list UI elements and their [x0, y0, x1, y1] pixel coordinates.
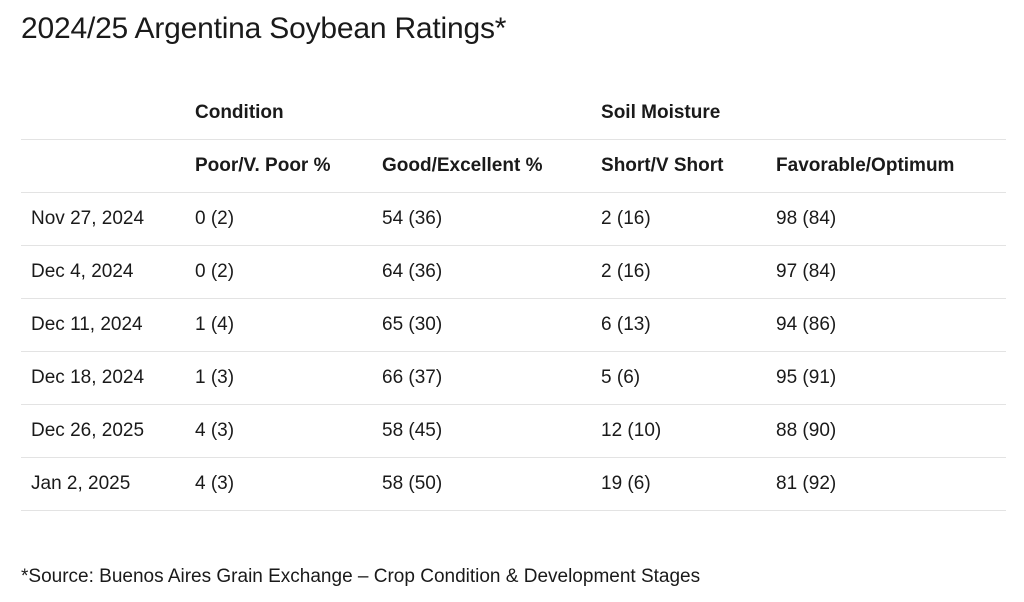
group-header-empty	[21, 87, 195, 140]
group-header-row: Condition Soil Moisture	[21, 87, 1007, 140]
date-cell: Dec 11, 2024	[21, 298, 195, 352]
good-cell: 65 (30)	[382, 298, 602, 352]
table-row: Dec 11, 2024 1 (4) 65 (30) 6 (13) 94 (86…	[21, 298, 1007, 352]
short-cell: 6 (13)	[601, 298, 777, 352]
column-header-poor: Poor/V. Poor %	[195, 139, 382, 193]
poor-cell: 4 (3)	[195, 404, 382, 458]
short-cell: 5 (6)	[601, 351, 777, 405]
column-header-favorable: Favorable/Optimum	[776, 139, 1007, 193]
favorable-cell: 88 (90)	[776, 404, 1007, 458]
page-title: 2024/25 Argentina Soybean Ratings*	[21, 12, 507, 45]
table-header: Condition Soil Moisture Poor/V. Poor % G…	[21, 87, 1007, 193]
favorable-cell: 81 (92)	[776, 457, 1007, 511]
poor-cell: 1 (4)	[195, 298, 382, 352]
ratings-table: Condition Soil Moisture Poor/V. Poor % G…	[21, 87, 1007, 511]
short-cell: 19 (6)	[601, 457, 777, 511]
short-cell: 12 (10)	[601, 404, 777, 458]
good-cell: 66 (37)	[382, 351, 602, 405]
date-cell: Jan 2, 2025	[21, 457, 195, 511]
table-row: Dec 4, 2024 0 (2) 64 (36) 2 (16) 97 (84)	[21, 245, 1007, 299]
short-cell: 2 (16)	[601, 245, 777, 299]
favorable-cell: 95 (91)	[776, 351, 1007, 405]
table-row: Dec 26, 2025 4 (3) 58 (45) 12 (10) 88 (9…	[21, 404, 1007, 458]
table-body: Nov 27, 2024 0 (2) 54 (36) 2 (16) 98 (84…	[21, 192, 1007, 511]
short-cell: 2 (16)	[601, 192, 777, 246]
column-header-good: Good/Excellent %	[382, 139, 602, 193]
good-cell: 58 (45)	[382, 404, 602, 458]
date-cell: Dec 4, 2024	[21, 245, 195, 299]
group-header-condition: Condition	[195, 87, 602, 140]
table-row: Dec 18, 2024 1 (3) 66 (37) 5 (6) 95 (91)	[21, 351, 1007, 405]
poor-cell: 1 (3)	[195, 351, 382, 405]
column-header-short: Short/V Short	[601, 139, 777, 193]
group-header-soil-moisture: Soil Moisture	[601, 87, 1007, 140]
date-cell: Dec 18, 2024	[21, 351, 195, 405]
source-footnote: *Source: Buenos Aires Grain Exchange – C…	[21, 566, 701, 587]
favorable-cell: 94 (86)	[776, 298, 1007, 352]
poor-cell: 0 (2)	[195, 245, 382, 299]
favorable-cell: 98 (84)	[776, 192, 1007, 246]
table-row: Jan 2, 2025 4 (3) 58 (50) 19 (6) 81 (92)	[21, 457, 1007, 511]
date-cell: Nov 27, 2024	[21, 192, 195, 246]
good-cell: 54 (36)	[382, 192, 602, 246]
good-cell: 58 (50)	[382, 457, 602, 511]
favorable-cell: 97 (84)	[776, 245, 1007, 299]
table-row: Nov 27, 2024 0 (2) 54 (36) 2 (16) 98 (84…	[21, 192, 1007, 246]
poor-cell: 4 (3)	[195, 457, 382, 511]
date-cell: Dec 26, 2025	[21, 404, 195, 458]
poor-cell: 0 (2)	[195, 192, 382, 246]
column-header-row: Poor/V. Poor % Good/Excellent % Short/V …	[21, 139, 1007, 193]
column-header-date	[21, 139, 195, 193]
good-cell: 64 (36)	[382, 245, 602, 299]
